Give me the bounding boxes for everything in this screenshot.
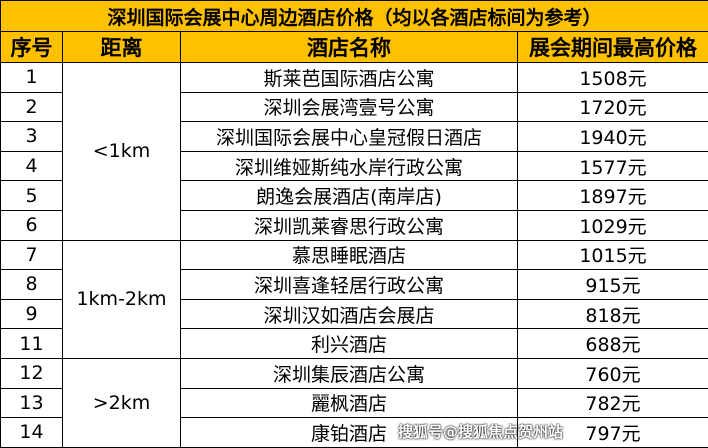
hotel-price: 1015元 [516, 239, 708, 271]
row-no: 13 [0, 387, 63, 419]
hotel-price: 688元 [516, 328, 708, 359]
hotel-price: 818元 [516, 298, 708, 330]
row-no: 3 [0, 121, 63, 152]
hotel-price: 1029元 [516, 209, 708, 241]
header-hotel-name: 酒店名称 [180, 31, 518, 63]
hotel-name: 深圳喜逢轻居行政公寓 [180, 269, 518, 300]
row-no: 14 [0, 417, 63, 448]
table-row: 14 康铂酒店 797元 [0, 417, 708, 448]
hotel-price: 797元 [516, 417, 708, 448]
hotel-price: 1508元 [516, 62, 708, 93]
row-no: 5 [0, 180, 63, 211]
hotel-price: 1577元 [516, 150, 708, 182]
table-row: 8 深圳喜逢轻居行政公寓 915元 [0, 269, 708, 300]
hotel-price: 1940元 [516, 121, 708, 152]
row-no: 4 [0, 150, 63, 182]
hotel-name: 深圳维娅斯纯水岸行政公寓 [180, 150, 518, 182]
hotel-name: 慕思睡眠酒店 [180, 239, 518, 271]
hotel-name: 深圳会展湾壹号公寓 [180, 91, 518, 123]
table-row: 6 深圳凯莱睿思行政公寓 1029元 [0, 209, 708, 241]
header-price: 展会期间最高价格 [516, 31, 708, 63]
watermark: 搜狐号@搜狐焦点贺州站 [398, 423, 564, 441]
hotel-name: 朗逸会展酒店(南岸店) [180, 180, 518, 211]
hotel-price: 760元 [516, 357, 708, 389]
row-no: 2 [0, 91, 63, 123]
hotel-price: 1720元 [516, 91, 708, 123]
hotel-price: 782元 [516, 387, 708, 419]
distance-cell: >2km [62, 357, 181, 448]
row-no: 7 [0, 239, 63, 271]
row-no: 1 [0, 62, 63, 93]
table-row: 3 深圳国际会展中心皇冠假日酒店 1940元 [0, 121, 708, 152]
table-row: 1 <1km 斯莱芭国际酒店公寓 1508元 [0, 62, 708, 241]
table-row: 13 麗枫酒店 782元 [0, 387, 708, 419]
hotel-price: 915元 [516, 269, 708, 300]
hotel-name: 深圳集辰酒店公寓 [180, 357, 518, 389]
header-no: 序号 [0, 31, 63, 63]
distance-cell: <1km [62, 62, 181, 241]
row-no: 6 [0, 209, 63, 241]
row-no: 8 [0, 269, 63, 300]
distance-cell: 1km-2km [62, 239, 181, 359]
hotel-name: 麗枫酒店 [180, 387, 518, 419]
hotel-name: 康铂酒店 [180, 417, 518, 448]
hotel-name: 深圳汉如酒店会展店 [180, 298, 518, 330]
row-no: 11 [0, 328, 63, 359]
hotel-price: 1897元 [516, 180, 708, 211]
hotel-name: 深圳凯莱睿思行政公寓 [180, 209, 518, 241]
table-row: 12 >2km 深圳集辰酒店公寓 760元 [0, 357, 708, 448]
row-no: 12 [0, 357, 63, 389]
table-row: 4 深圳维娅斯纯水岸行政公寓 1577元 [0, 150, 708, 182]
table-row: 5 朗逸会展酒店(南岸店) 1897元 [0, 180, 708, 211]
hotel-name: 利兴酒店 [180, 328, 518, 359]
header-distance: 距离 [62, 31, 181, 63]
hotel-name: 斯莱芭国际酒店公寓 [180, 62, 518, 93]
hotel-name: 深圳国际会展中心皇冠假日酒店 [180, 121, 518, 152]
table-row: 11 利兴酒店 688元 [0, 328, 708, 359]
row-no: 9 [0, 298, 63, 330]
table-row: 7 1km-2km 慕思睡眠酒店 1015元 [0, 239, 708, 359]
table-title: 深圳国际会展中心周边酒店价格（均以各酒店标间为参考） [0, 0, 708, 32]
table-row: 9 深圳汉如酒店会展店 818元 [0, 298, 708, 330]
